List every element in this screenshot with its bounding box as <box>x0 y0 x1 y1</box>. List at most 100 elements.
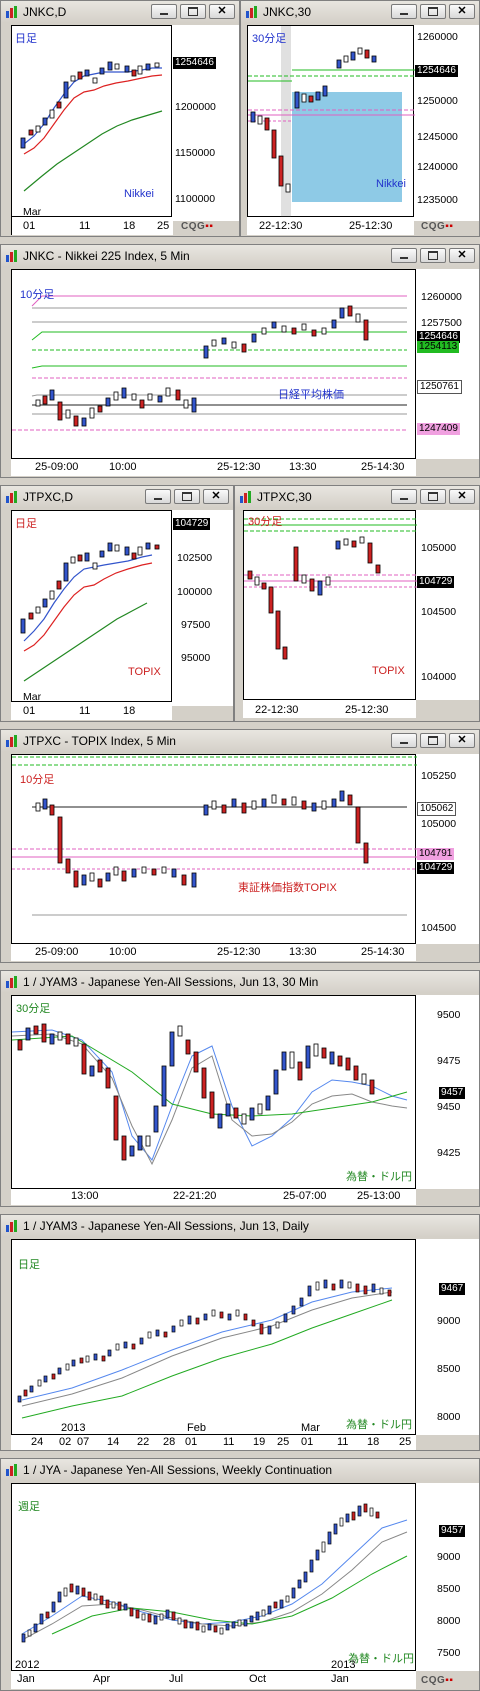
chart-plot-area[interactable]: 10分足 日経平均株価 <box>11 269 416 459</box>
time-axis[interactable] <box>243 700 416 718</box>
chart-window-topix-5min[interactable]: JTPXC - TOPIX Index, 5 Min ✕ <box>0 729 480 963</box>
x-tick: 22-12:30 <box>255 704 299 716</box>
price-axis[interactable] <box>415 510 479 700</box>
candlestick-chart <box>17 1279 393 1419</box>
x-tick: 02 <box>59 1436 72 1448</box>
x-tick: 25 <box>277 1436 290 1448</box>
price-axis[interactable] <box>171 25 239 221</box>
y-tick: 105000 <box>421 542 457 554</box>
close-button[interactable]: ✕ <box>449 733 475 748</box>
x-tick: 01 <box>23 705 36 717</box>
time-axis[interactable] <box>247 217 414 235</box>
maximize-icon <box>182 492 192 501</box>
minimize-button[interactable] <box>391 733 417 748</box>
chart-plot-area[interactable]: 30分足 Nikkei <box>247 25 415 218</box>
time-axis[interactable] <box>11 944 416 961</box>
maximize-button[interactable] <box>174 489 200 504</box>
chart-plot-area[interactable]: 日足 為替・ドル円 <box>11 1239 416 1435</box>
title-bar[interactable]: JNKC - Nikkei 225 Index, 5 Min ✕ <box>1 245 479 267</box>
chart-app-icon <box>6 6 17 18</box>
x-tick: 07 <box>77 1436 90 1448</box>
chart-window-jnkc-daily[interactable]: JNKC,D ✕ <box>0 0 240 237</box>
title-bar[interactable]: 1 / JYAM3 - Japanese Yen-All Sessions, J… <box>1 971 479 993</box>
y-tick: 9475 <box>437 1055 461 1067</box>
time-axis[interactable] <box>11 459 416 476</box>
chart-plot-area[interactable]: 週足 為替・ドル円 <box>11 1483 416 1671</box>
maximize-button[interactable] <box>420 4 446 19</box>
chart-app-icon <box>6 735 17 747</box>
x-tick: 22 <box>137 1436 150 1448</box>
x-tick: 11 <box>79 220 91 232</box>
chart-plot-area[interactable]: 日足 Nikkei <box>11 25 172 217</box>
maximize-button[interactable] <box>180 4 206 19</box>
time-axis[interactable] <box>11 1435 416 1450</box>
chart-plot-area[interactable]: 日足 TOPIX <box>11 510 172 702</box>
maximize-button[interactable] <box>420 489 446 504</box>
close-button[interactable]: ✕ <box>203 489 229 504</box>
close-button[interactable]: ✕ <box>209 4 235 19</box>
price-axis[interactable] <box>415 1239 479 1435</box>
close-button[interactable]: ✕ <box>449 4 475 19</box>
y-tick: 8000 <box>437 1411 461 1423</box>
x-tick: 25-12:30 <box>217 946 261 958</box>
minimize-icon <box>400 498 408 500</box>
y-tick: 1100000 <box>175 193 216 205</box>
title-bar[interactable]: JTPXC,30 ✕ <box>235 486 479 508</box>
price-axis[interactable] <box>413 25 479 221</box>
minimize-button[interactable] <box>391 489 417 504</box>
title-bar[interactable]: JNKC,30 ✕ <box>241 1 479 23</box>
chart-window-jtpxc-daily[interactable]: JTPXC,D ✕ <box>0 485 234 722</box>
x-tick: 10:00 <box>109 946 137 958</box>
chart-window-yen-daily[interactable]: 1 / JYAM3 - Japanese Yen-All Sessions, J… <box>0 1214 480 1451</box>
maximize-button[interactable] <box>420 248 446 263</box>
time-axis[interactable] <box>11 1189 416 1205</box>
maximize-button[interactable] <box>420 733 446 748</box>
chart-plot-area[interactable]: 10分足 東証株価指数TOPIX <box>11 754 417 944</box>
title-bar[interactable]: JTPXC,D ✕ <box>1 486 233 508</box>
cqg-logo: CQG▪▪ <box>181 221 214 232</box>
y-tick: 1240000 <box>417 161 458 173</box>
minimize-button[interactable] <box>391 248 417 263</box>
window-title: 1 / JYA - Japanese Yen-All Sessions, Wee… <box>23 1463 333 1477</box>
close-button[interactable]: ✕ <box>449 489 475 504</box>
minimize-button[interactable] <box>151 4 177 19</box>
x-tick: 2012 <box>15 1659 40 1671</box>
time-axis[interactable] <box>11 702 172 720</box>
price-marker: 1247409 <box>417 423 460 435</box>
time-axis[interactable] <box>11 217 173 235</box>
chart-window-nikkei-5min[interactable]: JNKC - Nikkei 225 Index, 5 Min ✕ <box>0 244 480 478</box>
instrument-label: TOPIX <box>128 666 161 678</box>
y-tick: 1150000 <box>175 147 216 159</box>
minimize-button[interactable] <box>391 4 417 19</box>
x-tick: 13:30 <box>289 461 317 473</box>
minimize-icon <box>400 742 408 744</box>
price-marker: 1254113 <box>417 341 460 353</box>
candlestick-chart <box>244 518 417 660</box>
price-axis[interactable] <box>171 510 233 706</box>
minimize-icon <box>400 257 408 259</box>
window-title: 1 / JYAM3 - Japanese Yen-All Sessions, J… <box>23 1219 309 1233</box>
close-button[interactable]: ✕ <box>449 248 475 263</box>
title-bar[interactable]: JTPXC - TOPIX Index, 5 Min ✕ <box>1 730 479 752</box>
chart-app-icon <box>246 6 257 18</box>
x-tick: 25-14:30 <box>361 461 405 473</box>
window-title: JNKC,D <box>23 5 67 19</box>
time-axis[interactable] <box>11 1671 416 1689</box>
chart-window-yen-30min[interactable]: 1 / JYAM3 - Japanese Yen-All Sessions, J… <box>0 970 480 1207</box>
x-tick: 13:00 <box>71 1190 99 1202</box>
title-bar[interactable]: 1 / JYAM3 - Japanese Yen-All Sessions, J… <box>1 1215 479 1237</box>
chart-window-yen-weekly[interactable]: 1 / JYA - Japanese Yen-All Sessions, Wee… <box>0 1458 480 1691</box>
window-title: JNKC - Nikkei 225 Index, 5 Min <box>23 249 190 263</box>
title-bar[interactable]: 1 / JYA - Japanese Yen-All Sessions, Wee… <box>1 1459 479 1481</box>
chart-plot-area[interactable]: 30分足 TOPIX <box>243 510 417 700</box>
y-tick: 1260000 <box>417 31 458 43</box>
x-tick: 19 <box>253 1436 266 1448</box>
chart-window-jtpxc-30min[interactable]: JTPXC,30 ✕ <box>234 485 480 722</box>
window-title: JTPXC,D <box>23 490 74 504</box>
price-axis[interactable] <box>415 1483 479 1671</box>
y-tick: 1235000 <box>417 194 458 206</box>
chart-plot-area[interactable]: 30分足 為替・ドル円 <box>11 995 416 1189</box>
chart-window-jnkc-30min[interactable]: JNKC,30 ✕ <box>240 0 480 237</box>
title-bar[interactable]: JNKC,D ✕ <box>1 1 239 23</box>
minimize-button[interactable] <box>145 489 171 504</box>
